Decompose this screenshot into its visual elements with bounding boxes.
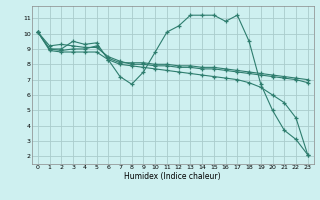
X-axis label: Humidex (Indice chaleur): Humidex (Indice chaleur) [124, 172, 221, 181]
